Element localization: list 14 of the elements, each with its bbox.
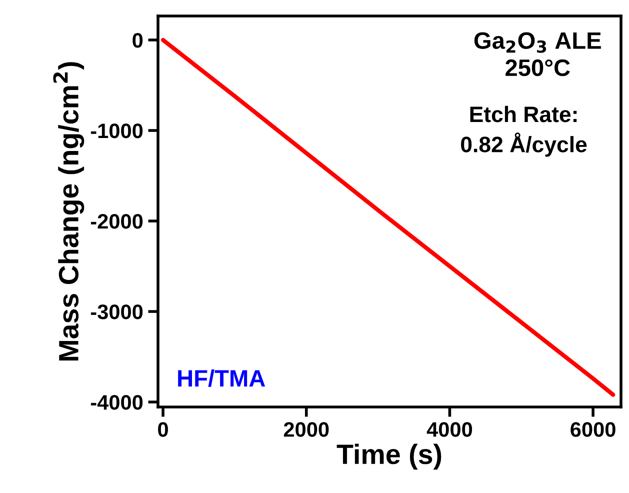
x-axis-title: Time (s) (336, 444, 442, 470)
x-tick-label: 0 (158, 422, 168, 437)
annotation: HF/TMA (178, 369, 266, 387)
y-tick-label: -1000 (90, 123, 143, 138)
annotation: Ga$_{2}$O$_{3}$ ALE 250°C (474, 32, 601, 76)
y-axis-title: Mass Change (ng/cm$^{2}$) (53, 62, 84, 360)
y-tick-label: -3000 (90, 304, 143, 320)
x-tick-label: 2000 (284, 422, 329, 437)
y-tick-label: -4000 (90, 395, 143, 410)
x-tick-label: 6000 (570, 422, 616, 437)
y-tick-label: 0 (132, 32, 143, 48)
y-tick-label: -2000 (90, 214, 143, 229)
x-tick-label: 4000 (426, 422, 472, 437)
annotation: Etch Rate: 0.82 Å/cycle (461, 106, 587, 157)
